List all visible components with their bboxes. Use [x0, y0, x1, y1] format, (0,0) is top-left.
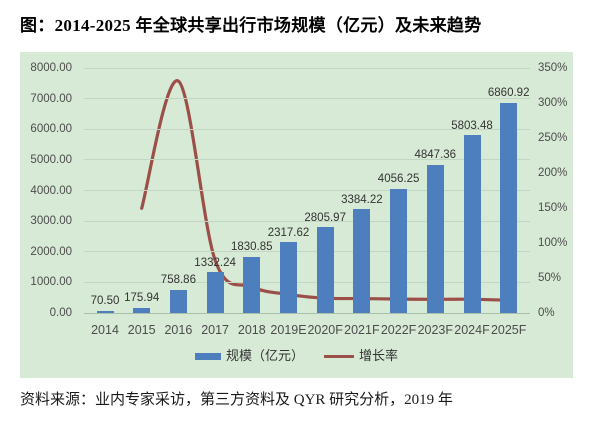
bar-2019E — [280, 242, 297, 313]
right-axis-tick: 100% — [538, 237, 568, 249]
right-axis-tick: 150% — [538, 202, 568, 214]
x-axis-label-2014: 2014 — [91, 323, 119, 337]
gridline — [84, 159, 530, 161]
right-axis-tick: 50% — [538, 272, 562, 284]
x-axis-label-2021F: 2021F — [344, 323, 380, 337]
gridline — [84, 190, 530, 191]
x-axis-label-2020F: 2020F — [307, 323, 343, 337]
x-axis-label-2019E: 2019E — [270, 323, 307, 337]
bar-value-label: 1830.85 — [231, 241, 273, 254]
x-axis-label-2023F: 2023F — [417, 323, 454, 337]
x-axis-label-2025F: 2025F — [490, 323, 527, 337]
gridline — [84, 98, 530, 100]
bar-2024F — [463, 135, 481, 313]
chart-legend: 规模（亿元） 增长率 — [20, 345, 573, 367]
right-axis-tick: 200% — [538, 167, 568, 179]
bar-2015 — [133, 307, 151, 313]
x-axis-label-2017: 2017 — [201, 323, 229, 337]
legend-label: 增长率 — [359, 348, 399, 363]
bar-2022F — [390, 188, 408, 313]
gridline — [84, 251, 530, 253]
bar-value-label: 4847.36 — [414, 149, 457, 162]
left-axis-tick: 5000.00 — [30, 153, 72, 166]
x-axis-label-2024F: 2024F — [454, 323, 490, 337]
left-axis-tick: 2000.00 — [30, 245, 72, 258]
line-series-swatch — [324, 354, 354, 358]
bar-2020F — [316, 227, 334, 313]
source-note: 资料来源：业内专家采访，第三方资料及 QYR 研究分析，2019 年 — [20, 392, 453, 408]
bar-value-label: 6860.92 — [487, 87, 530, 100]
bar-value-label: 758.86 — [160, 274, 196, 287]
left-axis-tick: 4000.00 — [30, 184, 72, 197]
bar-value-label: 4056.25 — [377, 173, 420, 186]
bar-2016 — [169, 289, 187, 313]
left-axis-tick: 8000.00 — [30, 62, 72, 74]
bar-2025F — [500, 102, 518, 313]
figure-title: 图：2014-2025 年全球共享出行市场规模（亿元）及未来趋势 — [20, 16, 482, 35]
x-axis-label-2022F: 2022F — [380, 323, 417, 337]
bar-2023F — [426, 164, 444, 313]
right-axis-tick: 300% — [538, 97, 568, 109]
right-axis-tick: 250% — [538, 132, 568, 144]
bar-value-label: 5803.48 — [451, 119, 493, 132]
x-axis-label-2015: 2015 — [127, 323, 156, 337]
gridline — [84, 128, 530, 130]
right-axis-tick: 0% — [538, 307, 555, 319]
legend-item: 规模（亿元） — [194, 348, 304, 364]
bar-value-label: 1332.24 — [194, 256, 236, 269]
bar-value-label: 175.94 — [124, 292, 160, 305]
x-axis-label-2018: 2018 — [237, 323, 266, 337]
x-axis-baseline — [84, 312, 530, 314]
gridline — [84, 67, 530, 69]
bar-2021F — [353, 209, 371, 313]
chart-plot-area: 规模（亿元） 增长率 0.00 1000.00 2000.00 3000.00 4000.… — [20, 52, 573, 378]
gridline — [84, 220, 530, 222]
bar-value-label: 70.50 — [90, 295, 120, 308]
bar-series-swatch — [194, 352, 221, 360]
legend-item: 增长率 — [324, 348, 398, 364]
bar-2017 — [206, 272, 224, 313]
right-axis-tick: 350% — [538, 62, 568, 74]
left-axis-tick: 6000.00 — [30, 123, 72, 136]
gridline — [84, 281, 530, 283]
left-axis-tick: 7000.00 — [30, 92, 72, 105]
bar-value-label: 2317.62 — [267, 226, 310, 239]
x-axis-label-2016: 2016 — [164, 323, 193, 337]
bar-2014 — [96, 310, 114, 313]
bar-value-label: 3384.22 — [341, 193, 383, 206]
bar-2018 — [243, 256, 261, 313]
legend-label: 规模（亿元） — [225, 348, 304, 363]
bar-value-label: 2805.97 — [304, 211, 346, 224]
left-axis-tick: 0.00 — [49, 307, 72, 319]
left-axis-tick: 3000.00 — [30, 215, 72, 228]
left-axis-tick: 1000.00 — [30, 276, 72, 289]
